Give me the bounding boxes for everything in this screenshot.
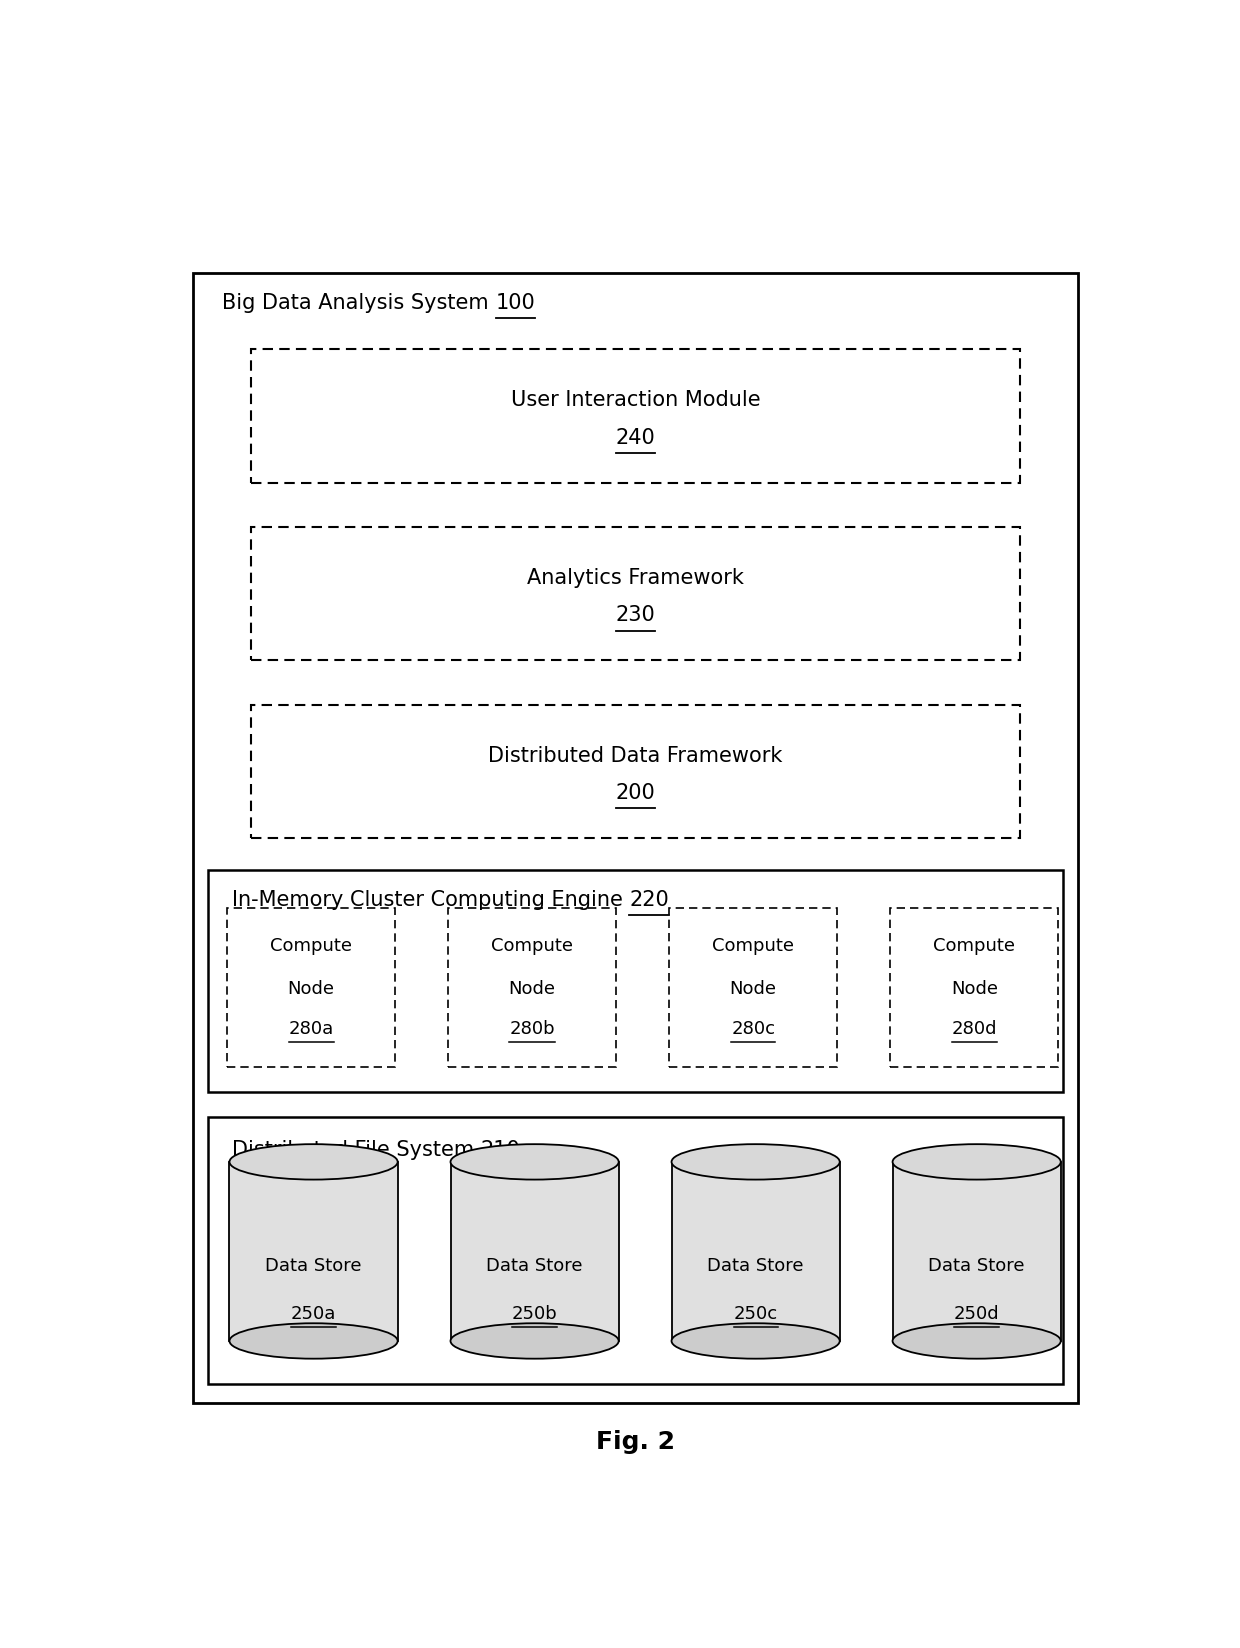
FancyBboxPatch shape xyxy=(670,908,837,1066)
FancyBboxPatch shape xyxy=(229,1162,398,1341)
FancyBboxPatch shape xyxy=(450,1162,619,1341)
Text: Compute: Compute xyxy=(270,938,352,954)
Text: Data Store: Data Store xyxy=(486,1256,583,1274)
Text: Compute: Compute xyxy=(934,938,1016,954)
Ellipse shape xyxy=(893,1323,1060,1360)
Text: Distributed File System: Distributed File System xyxy=(232,1139,481,1159)
Text: 220: 220 xyxy=(630,890,670,910)
FancyBboxPatch shape xyxy=(672,1162,839,1341)
Text: 280b: 280b xyxy=(510,1020,556,1037)
Ellipse shape xyxy=(229,1323,398,1360)
Text: 250d: 250d xyxy=(954,1304,999,1322)
Ellipse shape xyxy=(672,1144,839,1180)
Text: 250b: 250b xyxy=(512,1304,558,1322)
Text: 200: 200 xyxy=(615,783,656,803)
Text: 240: 240 xyxy=(615,427,656,447)
Text: 280d: 280d xyxy=(951,1020,997,1037)
Text: Distributed Data Framework: Distributed Data Framework xyxy=(489,745,782,765)
Text: Data Store: Data Store xyxy=(265,1256,362,1274)
Ellipse shape xyxy=(229,1144,398,1180)
FancyBboxPatch shape xyxy=(893,1162,1060,1341)
Text: In-Memory Cluster Computing Engine: In-Memory Cluster Computing Engine xyxy=(232,890,630,910)
FancyBboxPatch shape xyxy=(448,908,616,1066)
Text: 230: 230 xyxy=(615,605,656,625)
Ellipse shape xyxy=(450,1323,619,1360)
Text: 210: 210 xyxy=(481,1139,521,1159)
Text: 280a: 280a xyxy=(289,1020,334,1037)
Text: Node: Node xyxy=(951,981,998,997)
Text: Compute: Compute xyxy=(712,938,795,954)
FancyBboxPatch shape xyxy=(227,908,396,1066)
Text: Data Store: Data Store xyxy=(929,1256,1025,1274)
Text: Data Store: Data Store xyxy=(707,1256,804,1274)
Text: Node: Node xyxy=(508,981,556,997)
Text: 280c: 280c xyxy=(732,1020,775,1037)
Text: Fig. 2: Fig. 2 xyxy=(596,1429,675,1452)
Text: Compute: Compute xyxy=(491,938,573,954)
Text: User Interaction Module: User Interaction Module xyxy=(511,391,760,410)
Ellipse shape xyxy=(893,1144,1060,1180)
Text: Analytics Framework: Analytics Framework xyxy=(527,567,744,588)
FancyBboxPatch shape xyxy=(250,705,1019,839)
FancyBboxPatch shape xyxy=(250,349,1019,483)
Text: Node: Node xyxy=(729,981,776,997)
FancyBboxPatch shape xyxy=(193,274,1078,1402)
Text: 250c: 250c xyxy=(734,1304,777,1322)
Text: 250a: 250a xyxy=(291,1304,336,1322)
Ellipse shape xyxy=(450,1144,619,1180)
FancyBboxPatch shape xyxy=(890,908,1058,1066)
FancyBboxPatch shape xyxy=(208,870,1063,1093)
Text: Node: Node xyxy=(288,981,335,997)
Text: 100: 100 xyxy=(496,293,536,313)
Ellipse shape xyxy=(672,1323,839,1360)
Text: Big Data Analysis System: Big Data Analysis System xyxy=(222,293,496,313)
FancyBboxPatch shape xyxy=(208,1117,1063,1384)
FancyBboxPatch shape xyxy=(250,527,1019,661)
